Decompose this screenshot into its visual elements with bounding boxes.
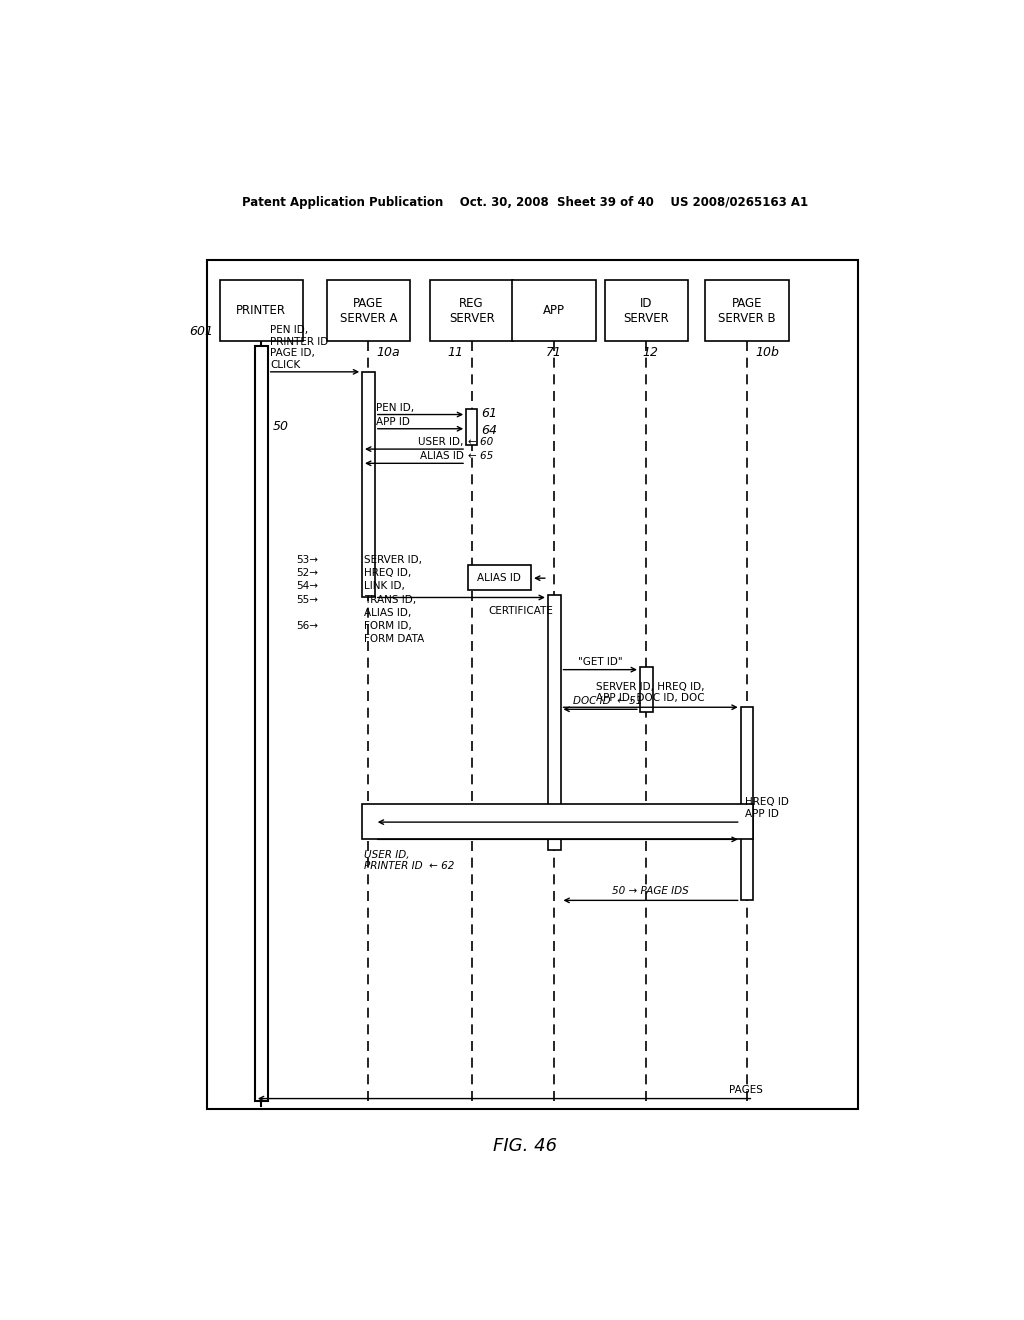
Bar <box>740 708 754 900</box>
Text: ALIAS ID: ALIAS ID <box>420 451 464 461</box>
Text: PAGE
SERVER B: PAGE SERVER B <box>718 297 776 325</box>
Bar <box>604 280 688 342</box>
Text: ← 60: ← 60 <box>468 437 493 447</box>
Text: HREQ ID
APP ID: HREQ ID APP ID <box>744 797 788 818</box>
Bar <box>220 280 303 342</box>
Text: PEN ID,: PEN ID, <box>377 403 415 412</box>
Text: SERVER ID, HREQ ID,
APP ID, DOC ID, DOC: SERVER ID, HREQ ID, APP ID, DOC ID, DOC <box>596 681 705 704</box>
Text: APP ID: APP ID <box>377 417 411 426</box>
Text: APP: APP <box>543 305 565 317</box>
Text: 56→: 56→ <box>297 620 318 631</box>
Text: 61: 61 <box>481 407 498 420</box>
Text: 50 → PAGE IDS: 50 → PAGE IDS <box>612 886 689 896</box>
Text: LINK ID,: LINK ID, <box>364 581 404 591</box>
Text: ← 65: ← 65 <box>468 451 493 461</box>
Text: PEN ID,
PRINTER ID
PAGE ID,
CLICK: PEN ID, PRINTER ID PAGE ID, CLICK <box>270 325 329 370</box>
Bar <box>255 346 267 1101</box>
Text: ALIAS ID: ALIAS ID <box>477 573 521 582</box>
Text: "GET ID": "GET ID" <box>578 656 623 667</box>
Text: USER ID,: USER ID, <box>419 437 464 447</box>
Bar <box>207 260 858 1109</box>
Text: TRANS ID,: TRANS ID, <box>364 594 416 605</box>
Text: ALIAS ID,: ALIAS ID, <box>364 607 411 618</box>
Text: CERTIFICATE: CERTIFICATE <box>488 606 553 615</box>
Text: 54→: 54→ <box>297 581 318 591</box>
Text: PAGE
SERVER A: PAGE SERVER A <box>340 297 397 325</box>
Text: 10a: 10a <box>377 346 400 359</box>
Text: 71: 71 <box>546 346 562 359</box>
Text: 10b: 10b <box>755 346 779 359</box>
Text: 55→: 55→ <box>297 594 318 605</box>
Bar <box>706 280 788 342</box>
Bar <box>512 280 596 342</box>
Text: 12: 12 <box>642 346 658 359</box>
Text: DOC ID  ← 51: DOC ID ← 51 <box>573 696 643 706</box>
Bar <box>362 804 754 840</box>
Text: ID
SERVER: ID SERVER <box>624 297 669 325</box>
Bar <box>430 280 513 342</box>
Text: PRINTER: PRINTER <box>237 305 287 317</box>
Text: 64: 64 <box>481 424 498 437</box>
Text: Patent Application Publication    Oct. 30, 2008  Sheet 39 of 40    US 2008/02651: Patent Application Publication Oct. 30, … <box>242 195 808 209</box>
Bar <box>640 667 652 713</box>
Text: FORM ID,: FORM ID, <box>364 620 412 631</box>
Text: HREQ ID,: HREQ ID, <box>364 568 411 578</box>
Text: FORM DATA: FORM DATA <box>364 634 424 644</box>
Text: USER ID,
PRINTER ID  ← 62: USER ID, PRINTER ID ← 62 <box>364 850 454 871</box>
Text: 50: 50 <box>273 420 289 433</box>
Bar <box>468 565 531 590</box>
Text: 601: 601 <box>189 325 214 338</box>
Bar <box>362 372 375 598</box>
Text: 11: 11 <box>447 346 464 359</box>
Text: 53→: 53→ <box>297 554 318 565</box>
Text: PAGES: PAGES <box>729 1085 763 1094</box>
Text: SERVER ID,: SERVER ID, <box>364 554 422 565</box>
Text: REG
SERVER: REG SERVER <box>449 297 495 325</box>
Text: FIG. 46: FIG. 46 <box>493 1138 557 1155</box>
Bar <box>548 595 560 850</box>
Bar <box>327 280 411 342</box>
Text: 52→: 52→ <box>297 568 318 578</box>
Bar <box>466 409 477 445</box>
